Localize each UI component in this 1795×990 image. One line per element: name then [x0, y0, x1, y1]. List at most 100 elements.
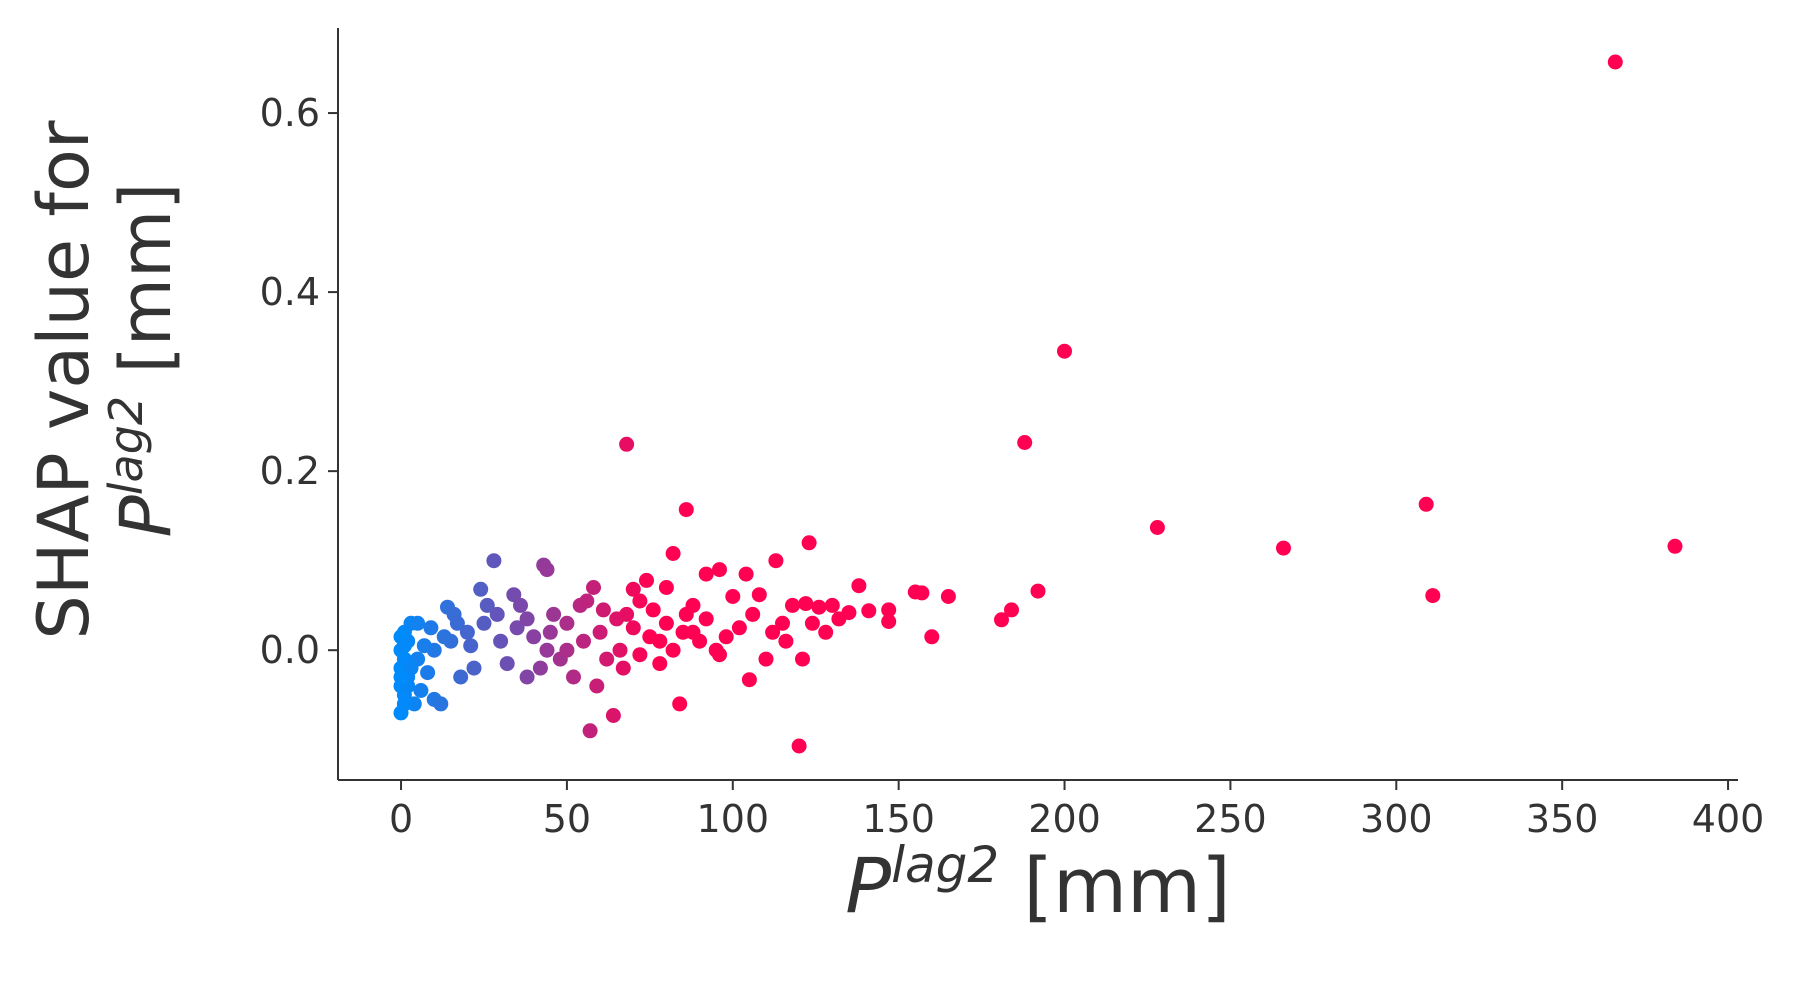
data-point — [410, 615, 426, 631]
data-point — [1667, 538, 1683, 554]
data-point — [546, 606, 562, 622]
points-layer — [393, 54, 1683, 754]
data-point — [403, 660, 419, 676]
data-point — [519, 611, 535, 627]
data-point — [493, 633, 509, 649]
data-point — [519, 669, 535, 685]
data-point — [751, 587, 767, 603]
data-point — [632, 647, 648, 663]
data-point — [712, 647, 727, 663]
data-point — [625, 620, 641, 636]
x-tick-label: 200 — [1028, 797, 1101, 841]
data-point — [798, 596, 814, 612]
data-point — [466, 660, 482, 676]
data-point — [1017, 435, 1033, 450]
data-point — [1149, 520, 1165, 535]
data-point — [678, 606, 694, 622]
data-point — [731, 620, 747, 636]
data-point — [678, 502, 694, 518]
data-point — [463, 638, 479, 654]
data-point — [619, 606, 635, 622]
y-ticks: 0.0 0.2 0.4 0.6 — [260, 91, 338, 672]
data-point — [861, 603, 877, 619]
data-point — [595, 602, 611, 618]
data-point — [396, 638, 412, 654]
data-point — [605, 708, 621, 723]
x-tick-label: 150 — [862, 797, 935, 841]
data-point — [579, 593, 595, 609]
data-point — [795, 651, 810, 667]
data-point — [526, 629, 542, 645]
data-point — [785, 597, 800, 613]
x-tick-label: 100 — [697, 797, 770, 841]
data-point — [532, 660, 548, 676]
data-point — [416, 638, 432, 654]
data-point — [489, 606, 505, 622]
data-point — [586, 580, 601, 595]
data-point — [592, 624, 608, 640]
data-point — [698, 611, 714, 627]
x-tick-label: 350 — [1526, 797, 1599, 841]
data-point — [559, 642, 575, 658]
data-point — [698, 566, 714, 582]
x-tick-label: 250 — [1194, 797, 1267, 841]
y-tick-label: 0.2 — [260, 449, 320, 493]
data-point — [393, 669, 409, 685]
data-point — [612, 642, 628, 658]
data-point — [741, 672, 757, 688]
data-point — [791, 738, 807, 754]
data-point — [582, 723, 598, 739]
data-point — [599, 651, 615, 667]
data-point — [712, 562, 727, 578]
data-point — [559, 615, 575, 631]
data-point — [632, 593, 648, 609]
data-point — [1418, 496, 1434, 512]
data-point — [665, 546, 681, 561]
data-point — [513, 597, 528, 613]
data-point — [645, 602, 661, 618]
data-point — [658, 580, 674, 595]
data-point — [725, 589, 741, 604]
data-point — [1425, 588, 1441, 604]
data-point — [576, 633, 591, 649]
data-point — [1030, 583, 1046, 599]
data-point — [831, 611, 847, 627]
data-point — [851, 578, 867, 594]
data-point — [509, 620, 525, 636]
data-point — [1057, 343, 1072, 359]
data-point — [665, 642, 681, 658]
data-point — [801, 535, 817, 551]
data-point — [745, 606, 761, 622]
data-point — [758, 651, 774, 667]
x-ticks: 0 50 100 150 200 250 300 350 400 — [389, 780, 1764, 841]
data-point — [589, 678, 605, 694]
data-point — [818, 624, 834, 640]
data-point — [476, 615, 492, 631]
data-point — [449, 615, 465, 631]
data-point — [566, 669, 581, 685]
data-point — [914, 585, 930, 601]
data-point — [413, 683, 429, 698]
y-axis-title-line1: SHAP value for — [23, 120, 105, 639]
data-point — [499, 656, 515, 672]
data-point — [619, 436, 635, 452]
data-point — [639, 572, 654, 588]
x-tick-label: 400 — [1692, 797, 1765, 841]
data-point — [804, 615, 820, 631]
data-point — [924, 629, 940, 645]
data-point — [652, 656, 668, 672]
data-point — [479, 597, 495, 613]
data-point — [775, 615, 790, 631]
data-point — [658, 615, 674, 631]
data-point — [486, 553, 502, 569]
y-tick-label: 0.0 — [260, 628, 320, 672]
x-tick-label: 50 — [543, 797, 591, 841]
data-point — [1607, 54, 1623, 70]
data-point — [542, 624, 558, 640]
data-point — [459, 624, 475, 640]
data-point — [423, 620, 439, 636]
data-point — [506, 587, 522, 603]
data-point — [539, 642, 555, 658]
data-point — [881, 614, 897, 629]
